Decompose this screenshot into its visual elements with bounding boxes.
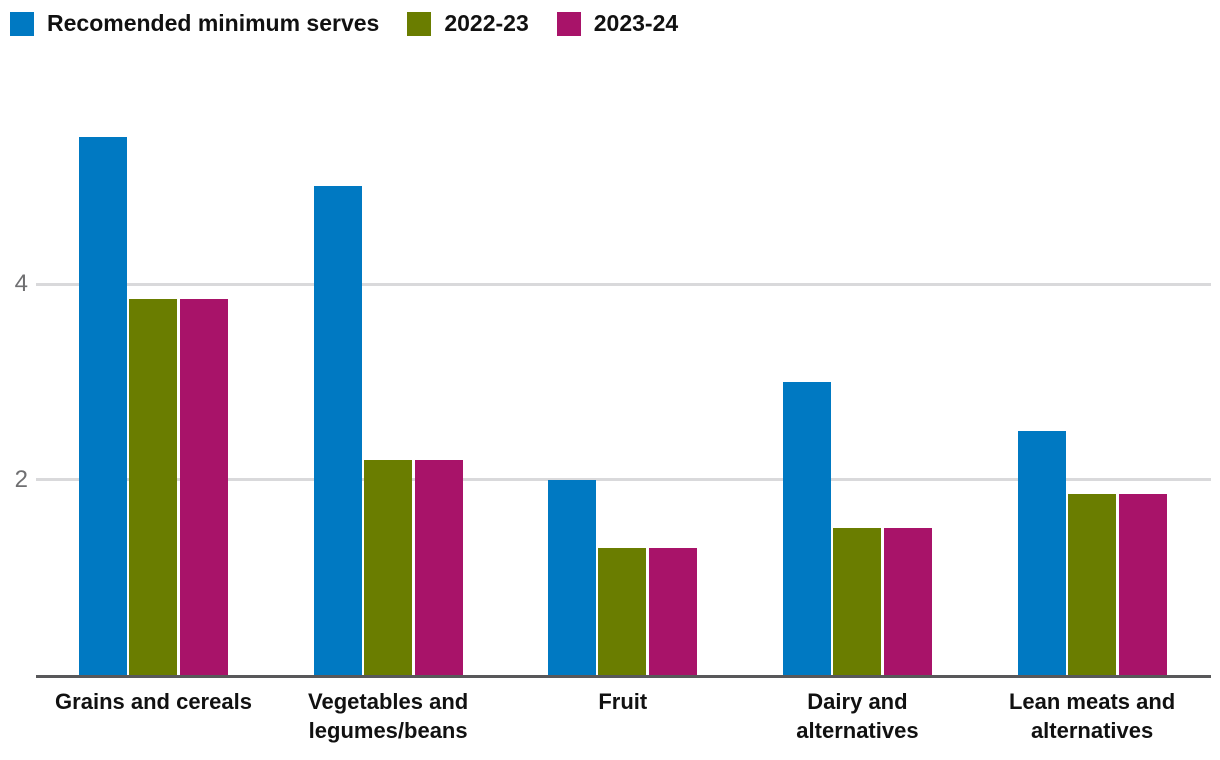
bar-recomended-minimum-serves-grains-and-cereals: [79, 137, 127, 675]
category-label-vegetables-and-legumes-beans: Vegetables and legumes/beans: [308, 689, 469, 743]
legend-item-recomended-minimum-serves[interactable]: Recomended minimum serves: [10, 10, 379, 37]
bar-2022-23-dairy-and-alternatives: [832, 528, 881, 675]
legend-label: Recomended minimum serves: [47, 10, 380, 36]
category-label-fruit: Fruit: [598, 689, 648, 714]
category-label-lean-meats-and-alternatives: Lean meats and alternatives: [1008, 689, 1176, 743]
bar-2022-23-lean-meats-and-alternatives: [1067, 494, 1116, 675]
gridline-y-4: [36, 282, 1211, 286]
bar-2023-24-lean-meats-and-alternatives: [1118, 494, 1167, 675]
bar-2023-24-grains-and-cereals: [180, 298, 228, 675]
bar-2022-23-fruit: [598, 547, 647, 675]
bar-recomended-minimum-serves-fruit: [548, 479, 597, 675]
legend-swatch-recomended-minimum-serves: [10, 11, 34, 36]
bar-recomended-minimum-serves-dairy-and-alternatives: [782, 381, 831, 675]
bar-2023-24-vegetables-and-legumes-beans: [414, 459, 463, 675]
category-label-dairy-and-alternatives: Dairy and alternatives: [796, 689, 919, 743]
legend-label: 2023-24: [593, 10, 679, 36]
chart-legend: Recomended minimum serves 2022-23 2023-24: [10, 10, 678, 37]
gridline-y-2: [36, 478, 1211, 481]
bar-2022-23-grains-and-cereals: [129, 298, 177, 675]
y-axis-tick-4: 4: [14, 270, 28, 297]
bar-recomended-minimum-serves-lean-meats-and-alternatives: [1017, 430, 1066, 675]
legend-item-2022-23[interactable]: 2022-23: [407, 10, 529, 37]
legend-item-2023-24[interactable]: 2023-24: [556, 10, 679, 37]
legend-swatch-2023-24: [556, 11, 581, 36]
x-axis-line: [36, 675, 1211, 678]
category-label-grains-and-cereals: Grains and cereals: [55, 689, 252, 714]
legend-swatch-2022-23: [407, 11, 432, 36]
bar-2023-24-fruit: [649, 547, 698, 675]
legend-label: 2022-23: [444, 10, 529, 36]
bar-recomended-minimum-serves-vegetables-and-legumes-beans: [313, 186, 362, 675]
y-axis-tick-2: 2: [14, 465, 28, 493]
bar-2022-23-vegetables-and-legumes-beans: [363, 459, 412, 675]
bar-2023-24-dairy-and-alternatives: [883, 528, 932, 675]
